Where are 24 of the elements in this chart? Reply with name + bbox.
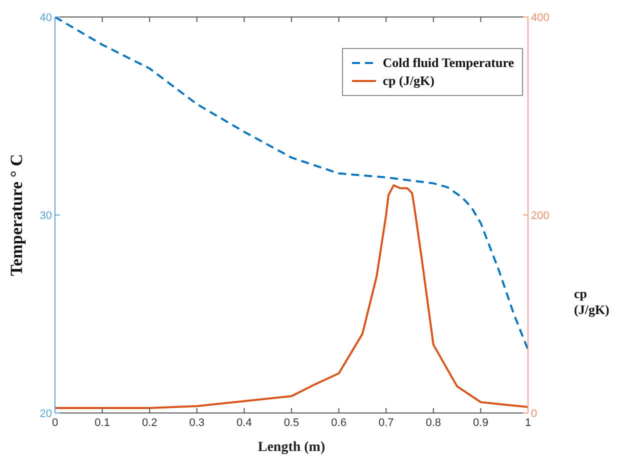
x-tick-label: 0.8 [426,416,442,429]
legend-label: Cold fluid Temperature [382,55,514,71]
y2-tick-label: 200 [531,210,550,222]
y-tick-label: 30 [40,210,52,222]
line-series [55,17,528,351]
x-tick-label: 0.6 [331,416,346,429]
x-tick-label: 0 [52,416,58,429]
y2-tick-label: 400 [531,12,550,24]
x-axis-title: Length (m) [258,440,326,455]
x-tick-label: 0.3 [189,416,205,429]
y-tick-label: 20 [40,408,52,420]
x-tick-label: 0.7 [378,416,394,429]
x-tick-label: 0.5 [284,416,300,429]
x-tick-label: 0.4 [236,416,252,429]
y2-tick-label: 0 [531,408,538,420]
x-tick-label: 0.2 [142,416,158,429]
x-tick-label: 1 [524,416,532,429]
x-tick-label: 0.1 [94,416,110,429]
legend-label: cp (J/gK) [382,73,434,89]
line-series [55,184,528,410]
x-tick-label: 0.9 [473,416,488,429]
y-tick-label: 40 [40,12,52,24]
y2-axis-title: cp (J/gK) [574,286,610,318]
y-axis-title: Temperature ° C [7,154,26,276]
